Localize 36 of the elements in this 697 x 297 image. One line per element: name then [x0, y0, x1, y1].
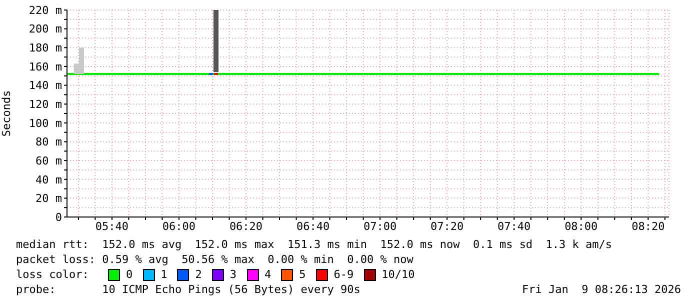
- y-tick-label: 180 m: [28, 42, 62, 55]
- legend-title: loss color:: [16, 267, 90, 282]
- y-tick-label: 0: [55, 210, 62, 224]
- legend-label: 10/10: [380, 267, 415, 282]
- y-axis-title: Seconds: [0, 90, 13, 137]
- y-tick-label: 20 m: [36, 192, 62, 206]
- y-tick-label: 100 m: [28, 116, 62, 130]
- x-tick-label: 06:40: [296, 220, 330, 233]
- y-tick-label: 200 m: [28, 22, 62, 36]
- y-tick-label: 120 m: [28, 98, 62, 111]
- text: probe: 10 ICMP Echo Pings (56 Bytes) every 90s: [16, 282, 360, 297]
- y-tick-label: 220 m: [28, 4, 62, 17]
- legend-label: 4: [264, 267, 272, 282]
- x-tick-label: 07:20: [430, 220, 464, 233]
- y-tick-label: 140 m: [28, 79, 62, 92]
- legend-label: 0: [125, 267, 133, 282]
- y-tick-label: 80 m: [36, 136, 62, 149]
- text: median rtt: 152.0 ms avg 152.0 ms max 151.3 ms min 152.0 ms now 0.1 ms sd 1.3 k am/s: [16, 237, 614, 252]
- legend-label: 2: [194, 267, 202, 282]
- x-tick-label: 07:40: [498, 220, 531, 233]
- text: packet loss: 0.59 % avg 50.56 % max 0.00 % min 0.00 % now: [16, 252, 414, 267]
- x-tick-label: 05:40: [95, 220, 129, 233]
- text: Fri Jan 9 08:26:13 2026: [522, 282, 681, 297]
- bar: [213, 10, 219, 72]
- x-tick-label: 06:20: [229, 220, 263, 233]
- legend-label: 3: [228, 267, 236, 282]
- x-tick-label: 07:00: [364, 220, 397, 233]
- y-tick-label: 60 m: [36, 154, 62, 168]
- y-tick-label: 40 m: [36, 173, 62, 186]
- y-tick-label: 160 m: [28, 60, 62, 74]
- legend-label: 1: [160, 267, 168, 282]
- x-tick-label: 08:20: [632, 220, 665, 233]
- legend-label: 5: [298, 267, 306, 282]
- x-tick-label: 06:00: [162, 220, 196, 233]
- legend-label: 6-9: [332, 267, 354, 282]
- x-tick-label: 08:00: [564, 220, 598, 233]
